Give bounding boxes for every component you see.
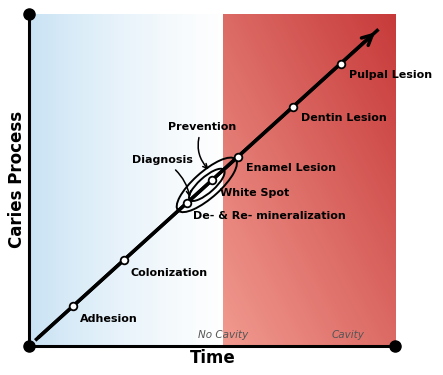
Text: Enamel Lesion: Enamel Lesion — [246, 163, 336, 173]
X-axis label: Time: Time — [190, 349, 235, 367]
Text: Adhesion: Adhesion — [80, 314, 137, 324]
Text: Diagnosis: Diagnosis — [132, 155, 193, 195]
Text: De- & Re- mineralization: De- & Re- mineralization — [193, 211, 346, 221]
Text: Dentin Lesion: Dentin Lesion — [301, 114, 387, 123]
Y-axis label: Caries Process: Caries Process — [8, 111, 26, 249]
Text: No Cavity: No Cavity — [198, 330, 249, 340]
Text: Pulpal Lesion: Pulpal Lesion — [349, 70, 432, 80]
Text: White Spot: White Spot — [220, 188, 290, 198]
Text: Prevention: Prevention — [168, 122, 237, 168]
Text: Cavity: Cavity — [331, 330, 364, 340]
Text: Colonization: Colonization — [131, 268, 208, 278]
